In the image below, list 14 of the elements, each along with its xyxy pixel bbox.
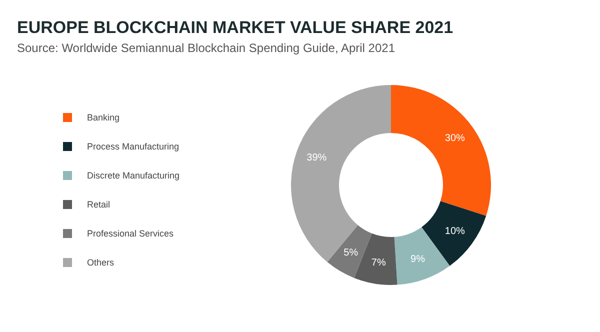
legend-label: Discrete Manufacturing — [87, 170, 180, 180]
data-label: 9% — [410, 254, 426, 265]
chart-title: EUROPE BLOCKCHAIN MARKET VALUE SHARE 2021 — [17, 18, 454, 37]
data-label: 30% — [444, 133, 466, 144]
legend-label: Professional Services — [87, 228, 174, 238]
legend-label: Others — [87, 258, 115, 268]
data-label: 10% — [444, 226, 466, 237]
data-label: 7% — [371, 258, 386, 269]
legend-label: Banking — [87, 112, 120, 122]
data-label: 39% — [306, 152, 327, 164]
data-label: 5% — [344, 248, 358, 258]
legend-label: Retail — [87, 200, 110, 210]
legend-label: Process Manufacturing — [87, 142, 180, 152]
chart-subtitle: Source: Worldwide Semiannual Blockchain Spending Guide, April 2021 — [17, 41, 396, 55]
